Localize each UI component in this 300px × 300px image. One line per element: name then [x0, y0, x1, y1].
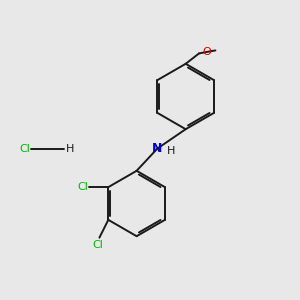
Text: H: H	[167, 146, 175, 157]
Text: Cl: Cl	[77, 182, 88, 192]
Text: O: O	[202, 47, 211, 57]
Text: N: N	[152, 142, 163, 155]
Text: Cl: Cl	[19, 143, 30, 154]
Text: Cl: Cl	[92, 240, 103, 250]
Text: H: H	[66, 143, 74, 154]
